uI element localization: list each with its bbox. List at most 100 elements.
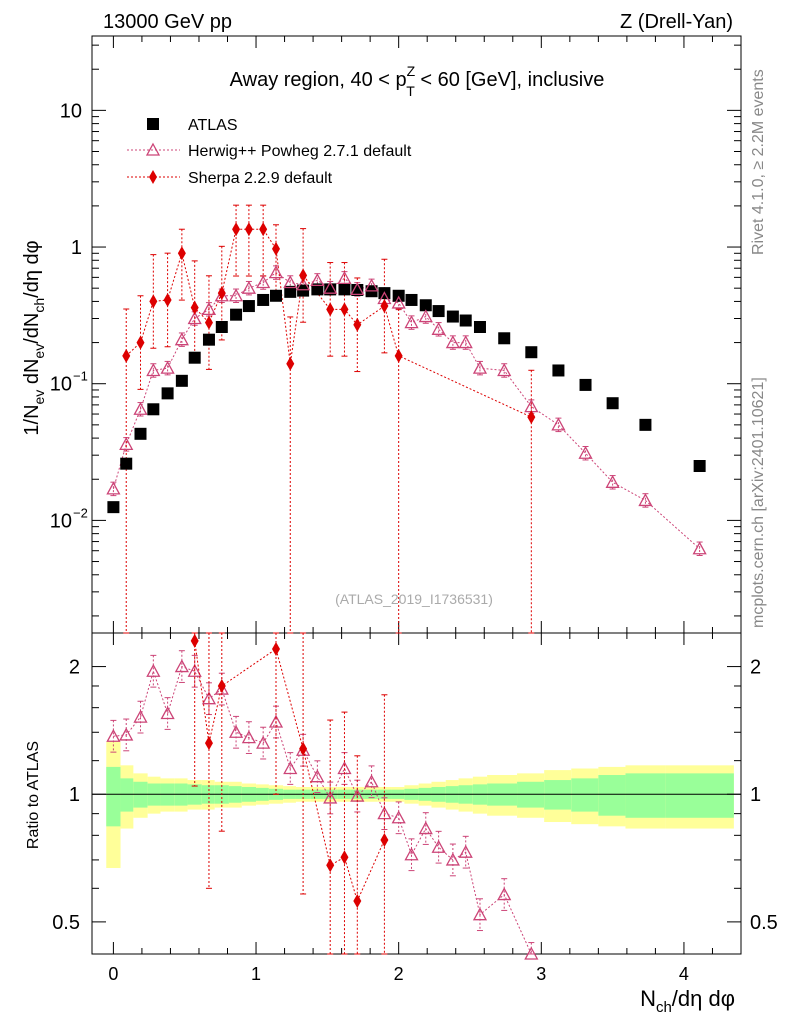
legend: ATLAS Herwig++ Powheg 2.7.1 default Sher… <box>127 117 412 187</box>
y-tick-label: 10 <box>50 510 72 532</box>
atlas-point <box>498 332 511 345</box>
x-tick-label: 2 <box>394 964 404 984</box>
analysis-id: (ATLAS_2019_I1736531) <box>335 591 493 607</box>
herwig-point <box>638 493 653 507</box>
sherpa-point <box>259 222 268 237</box>
main-plot-marks <box>106 204 707 634</box>
atlas-point <box>459 314 472 327</box>
y-tick-label: 1 <box>71 237 82 259</box>
herwig-point <box>605 474 620 488</box>
ratio-sherpa-point <box>204 736 213 751</box>
sherpa-point <box>217 286 226 301</box>
ratio-herwig-point <box>445 852 460 866</box>
legend-herwig-label: Herwig++ Powheg 2.7.1 default <box>188 143 412 160</box>
band-inner-bin <box>571 778 599 812</box>
legend-sherpa-label: Sherpa 2.2.9 default <box>188 170 333 187</box>
ratio-plot-marks <box>106 632 539 960</box>
sherpa-point <box>163 292 172 307</box>
ratio-sherpa-point <box>380 832 389 847</box>
herwig-point <box>160 360 175 374</box>
ratio-herwig-point <box>323 790 338 804</box>
sherpa-point <box>380 299 389 314</box>
herwig-point <box>256 275 271 289</box>
herwig-point <box>133 401 148 415</box>
herwig-point <box>692 541 707 555</box>
band-inner-bin <box>665 773 734 818</box>
ratio-herwig-point <box>174 659 189 673</box>
atlas-point <box>552 364 565 377</box>
atlas-point <box>432 305 445 318</box>
ratio-herwig-point <box>119 727 134 741</box>
herwig-point <box>323 280 338 294</box>
ratio-herwig-point <box>418 821 433 835</box>
sherpa-point <box>326 302 335 317</box>
ratio-y-tick-label: 1 <box>69 784 80 806</box>
herwig-point <box>497 363 512 377</box>
ratio-sherpa-line <box>194 640 385 903</box>
herwig-point <box>445 335 460 349</box>
atlas-point <box>338 283 351 296</box>
herwig-point <box>472 360 488 374</box>
legend-herwig-marker <box>145 142 161 156</box>
herwig-point <box>418 309 433 323</box>
ratio-herwig-point <box>472 907 488 921</box>
header-left: 13000 GeV pp <box>103 11 232 33</box>
atlas-point <box>693 460 706 473</box>
band-inner-bin <box>120 778 134 812</box>
ratio-herwig-point <box>228 724 244 738</box>
herwig-point <box>228 288 244 302</box>
ratio-y-tick-label-right: 1 <box>750 784 761 806</box>
atlas-point <box>230 308 243 321</box>
ratio-sherpa-point <box>190 633 199 648</box>
atlas-point <box>175 374 188 387</box>
sherpa-point <box>527 410 536 425</box>
ratio-herwig-point <box>524 946 539 960</box>
atlas-point <box>606 397 619 410</box>
y-tick-label: 10 <box>60 100 82 122</box>
band-inner-bin <box>544 780 572 810</box>
ratio-sherpa-point <box>299 741 308 756</box>
atlas-point <box>405 293 418 306</box>
ratio-herwig-point <box>106 728 121 742</box>
herwig-point <box>391 295 406 309</box>
x-tick-label: 0 <box>108 964 118 984</box>
main-ylabel: 1/Nev dNev/dNch/dη dφ <box>21 240 47 435</box>
ratio-herwig-point <box>187 663 202 677</box>
sherpa-point <box>340 302 349 317</box>
ratio-herwig-point <box>146 663 161 677</box>
uncertainty-band <box>92 741 741 868</box>
y-tick-label: 10 <box>50 374 72 396</box>
sherpa-point <box>122 348 131 363</box>
sherpa-point <box>286 356 295 371</box>
legend-sherpa-marker <box>149 170 157 184</box>
atlas-point <box>188 351 201 364</box>
herwig-point <box>431 321 446 335</box>
ratio-frame <box>91 632 742 955</box>
sherpa-point <box>394 348 403 363</box>
herwig-point <box>578 445 593 459</box>
ratio-herwig-point <box>497 887 512 901</box>
ratio-herwig-point <box>268 714 284 728</box>
herwig-point <box>187 311 202 325</box>
atlas-point <box>284 285 297 298</box>
herwig-point <box>146 363 161 377</box>
atlas-point <box>270 289 283 302</box>
ratio-herwig-point <box>201 691 217 705</box>
legend-atlas-label: ATLAS <box>188 117 238 134</box>
ratio-herwig-point <box>404 847 419 861</box>
herwig-point <box>268 265 284 279</box>
y-tick-label-exp: −1 <box>73 369 88 384</box>
band-inner-bin <box>598 775 626 816</box>
sherpa-point <box>177 246 186 261</box>
atlas-point <box>257 293 270 306</box>
atlas-point <box>351 283 364 296</box>
ratio-herwig-line <box>113 665 532 955</box>
legend-atlas-marker <box>147 118 159 130</box>
atlas-point <box>525 346 538 359</box>
ratio-y-tick-label-right: 2 <box>750 657 761 679</box>
ratio-herwig-point <box>391 810 406 824</box>
atlas-point <box>297 284 310 297</box>
ratio-herwig-point <box>431 839 446 853</box>
